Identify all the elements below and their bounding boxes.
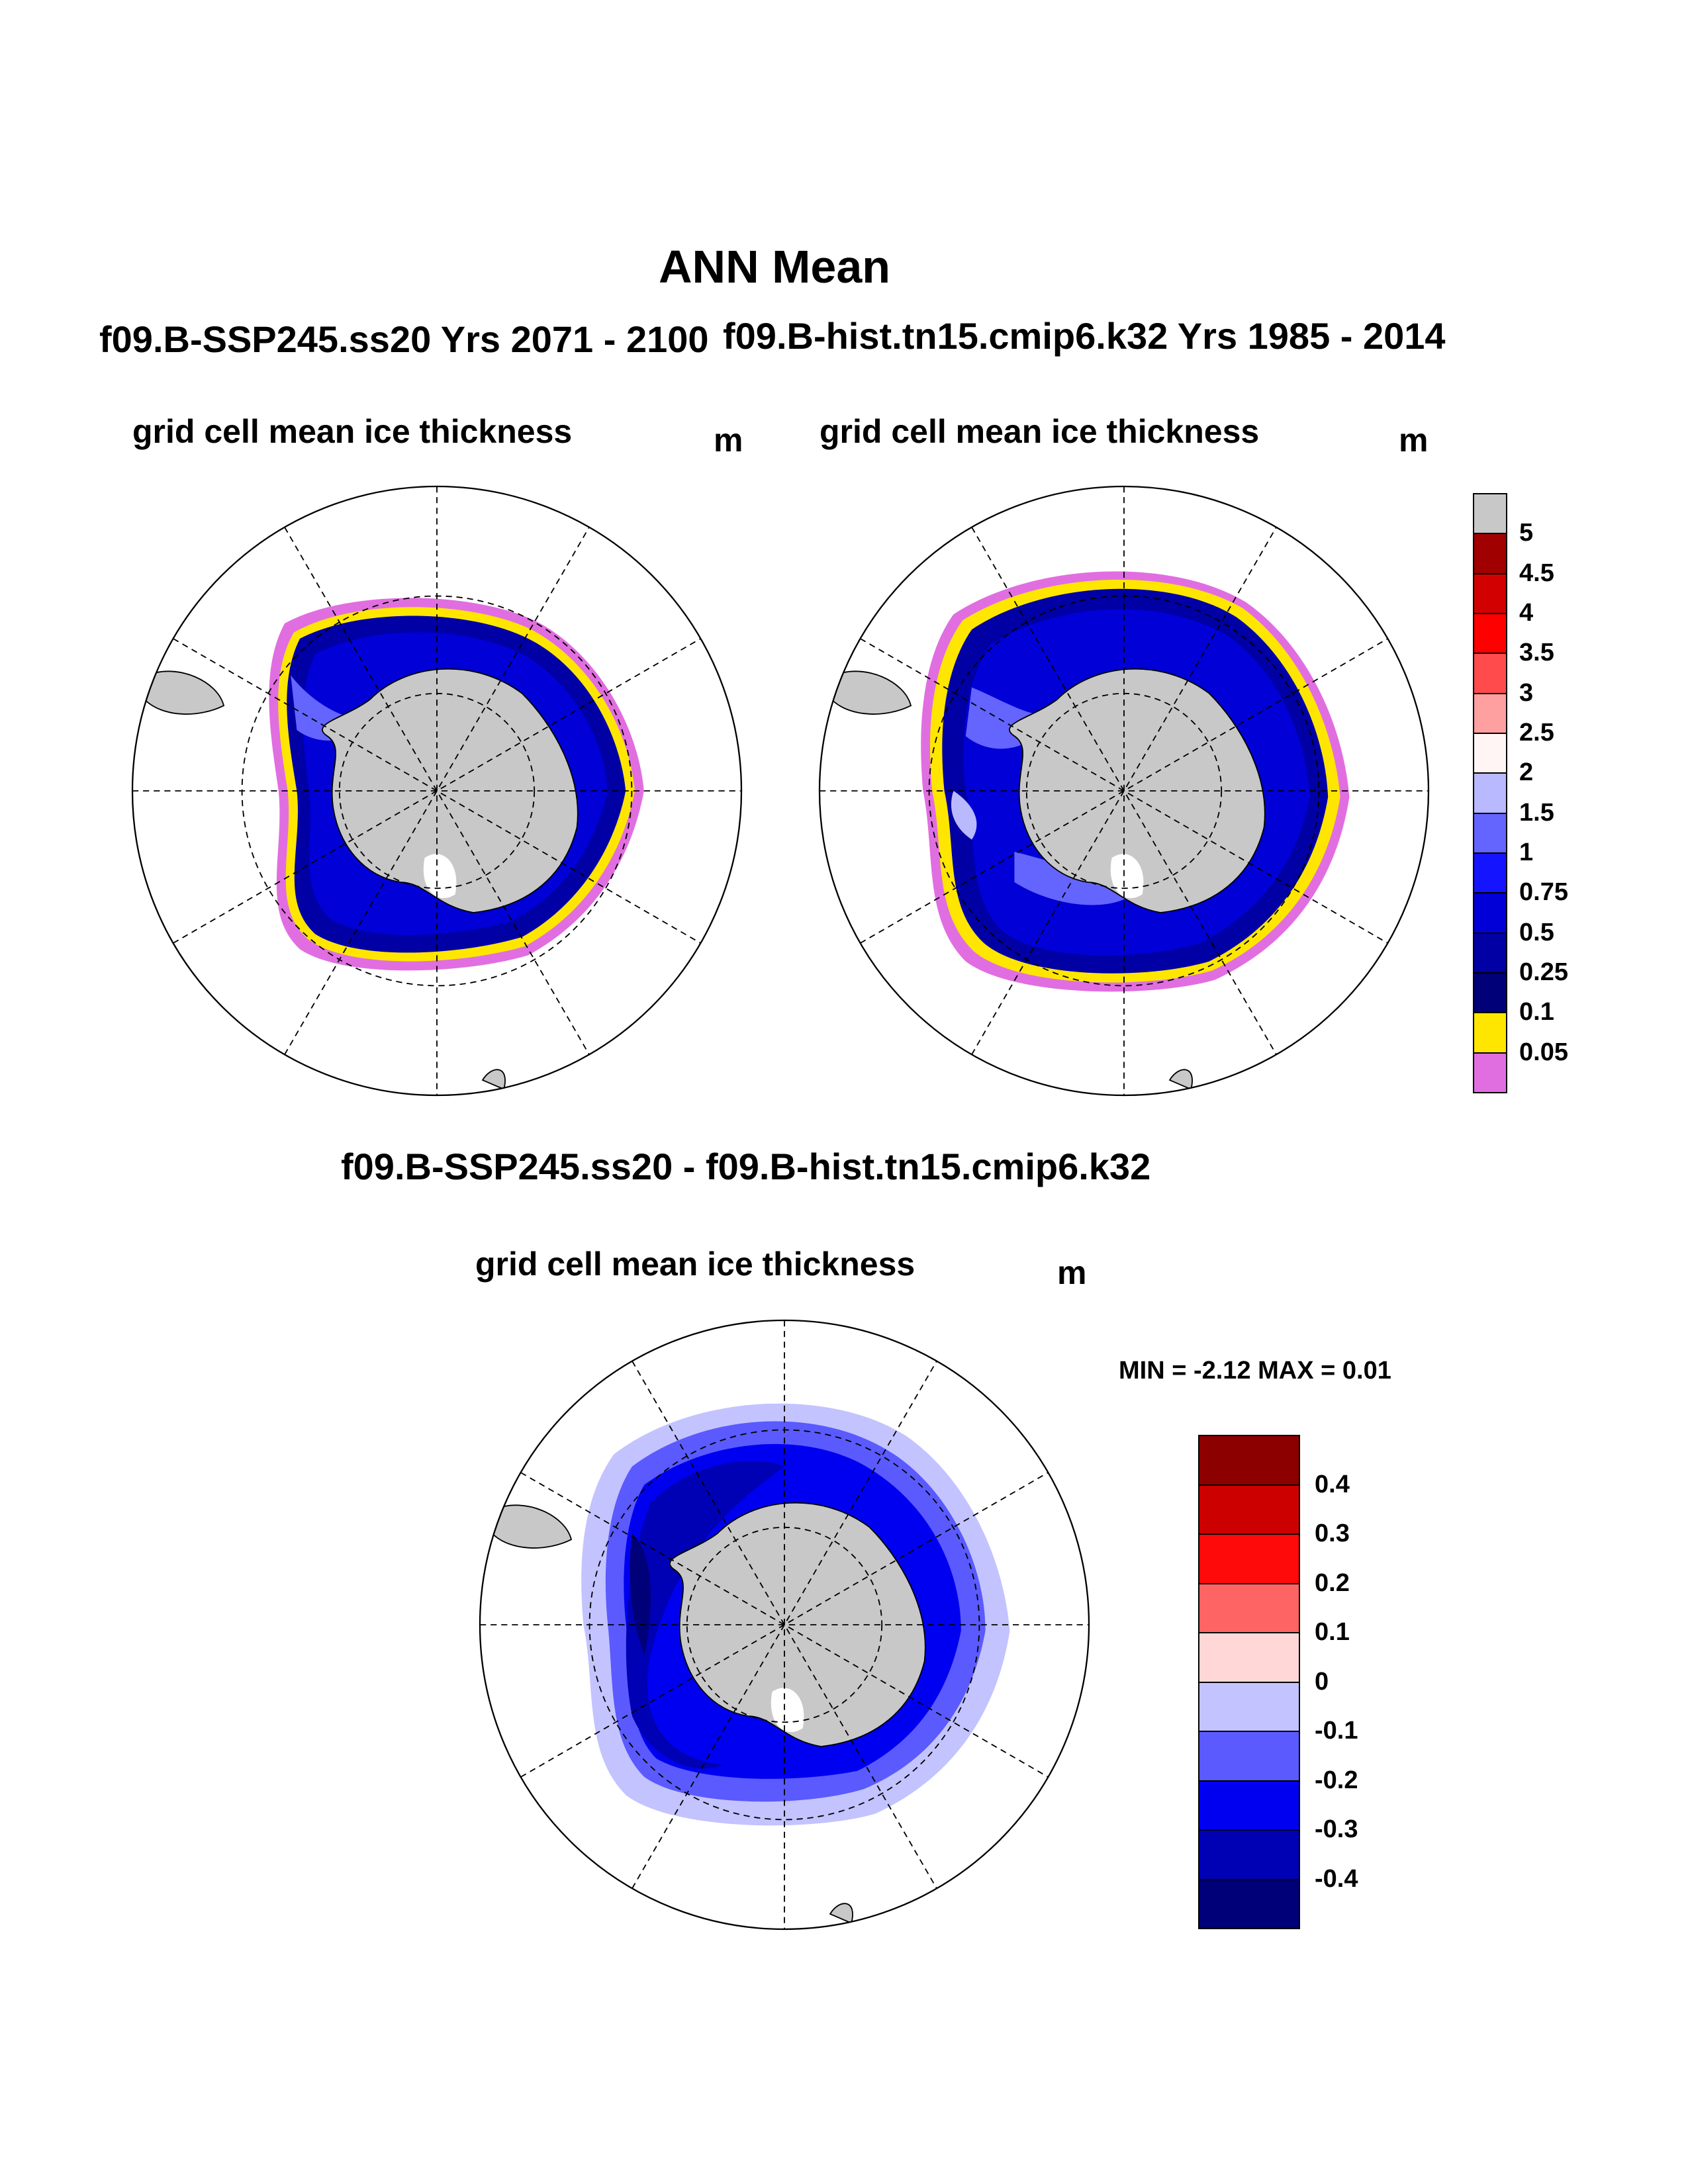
south-america-tip bbox=[144, 670, 225, 715]
thickness-legend-label-0: 5 bbox=[1519, 519, 1534, 547]
thickness-legend-label-3: 3.5 bbox=[1519, 639, 1554, 667]
difference-legend-box-3 bbox=[1198, 1582, 1300, 1633]
figure-title: ANN Mean bbox=[658, 241, 891, 293]
panel-right-case-title: f09.B-hist.tn15.cmip6.k32 Yrs 1985 - 201… bbox=[723, 315, 1446, 357]
thickness-legend-label-8: 1 bbox=[1519, 839, 1534, 866]
antarctica-landmass bbox=[1009, 668, 1266, 913]
antarctica-landmass bbox=[669, 1502, 926, 1747]
map-boundary bbox=[131, 485, 743, 1097]
difference-variable: grid cell mean ice thickness bbox=[475, 1246, 915, 1283]
thickness-legend-label-12: 0.1 bbox=[1519, 998, 1554, 1026]
panel-left-variable: grid cell mean ice thickness bbox=[132, 413, 573, 450]
south-america-tip bbox=[491, 1504, 573, 1549]
graticule bbox=[480, 1320, 1089, 1929]
difference-legend-box-9 bbox=[1198, 1878, 1300, 1929]
south-america-tip bbox=[831, 670, 912, 715]
thickness-legend-box-2 bbox=[1473, 572, 1507, 614]
legend-difference: 0.4 0.3 0.2 0.1 0 -0.1 -0.2 -0.3 -0.4 bbox=[1198, 1435, 1358, 1929]
thickness-legend-box-1 bbox=[1473, 533, 1507, 574]
thickness-legend-box-11 bbox=[1473, 932, 1507, 974]
thickness-legend-box-4 bbox=[1473, 653, 1507, 694]
thickness-legend-box-7 bbox=[1473, 772, 1507, 814]
difference-legend-box-7 bbox=[1198, 1780, 1300, 1831]
difference-legend-label-0: 0.4 bbox=[1315, 1470, 1350, 1498]
difference-legend-label-2: 0.2 bbox=[1315, 1569, 1350, 1597]
difference-min-max: MIN = -2.12 MAX = 0.01 bbox=[1119, 1357, 1391, 1385]
map-historical-period bbox=[818, 485, 1430, 1097]
thickness-legend-label-2: 4 bbox=[1519, 599, 1534, 627]
thickness-legend-label-7: 1.5 bbox=[1519, 798, 1554, 827]
map-boundary bbox=[479, 1319, 1090, 1931]
map-difference bbox=[479, 1319, 1090, 1931]
thickness-legend-box-10 bbox=[1473, 892, 1507, 934]
thickness-legend-label-4: 3 bbox=[1519, 678, 1534, 707]
panel-right-variable: grid cell mean ice thickness bbox=[820, 413, 1260, 450]
difference-legend-label-1: 0.3 bbox=[1315, 1520, 1350, 1547]
difference-legend-box-5 bbox=[1198, 1681, 1300, 1732]
difference-legend-label-7: -0.3 bbox=[1315, 1815, 1358, 1843]
diff-zone-minus-0-4 bbox=[626, 1461, 784, 1769]
thickness-legend-box-5 bbox=[1473, 692, 1507, 734]
difference-legend-box-6 bbox=[1198, 1731, 1300, 1782]
thickness-legend-label-5: 2.5 bbox=[1519, 719, 1554, 747]
panel-left-case-title: f09.B-SSP245.ss20 Yrs 2071 - 2100 bbox=[99, 318, 709, 360]
graticule bbox=[820, 486, 1429, 1095]
thickness-legend-label-9: 0.75 bbox=[1519, 878, 1568, 907]
panel-right-units: m bbox=[1399, 422, 1429, 459]
difference-legend-label-8: -0.4 bbox=[1315, 1864, 1358, 1893]
ice-thickest-zone bbox=[951, 791, 977, 840]
difference-legend-label-4: 0 bbox=[1315, 1667, 1329, 1696]
difference-legend-box-1 bbox=[1198, 1484, 1300, 1535]
difference-units: m bbox=[1057, 1254, 1087, 1291]
difference-legend-box-8 bbox=[1198, 1829, 1300, 1880]
difference-legend-box-0 bbox=[1198, 1435, 1300, 1486]
difference-legend-label-5: -0.1 bbox=[1315, 1717, 1358, 1745]
map-future-period bbox=[131, 485, 743, 1097]
antarctica-landmass bbox=[322, 668, 579, 913]
thickness-legend-box-0 bbox=[1473, 493, 1507, 535]
map-boundary bbox=[818, 485, 1430, 1097]
thickness-legend-box-3 bbox=[1473, 613, 1507, 655]
thickness-legend-box-14 bbox=[1473, 1052, 1507, 1093]
thickness-legend-box-12 bbox=[1473, 972, 1507, 1014]
difference-legend-label-6: -0.2 bbox=[1315, 1766, 1358, 1794]
thickness-legend-label-11: 0.25 bbox=[1519, 958, 1568, 986]
difference-title: f09.B-SSP245.ss20 - f09.B-hist.tn15.cmip… bbox=[341, 1146, 1151, 1187]
difference-legend-label-3: 0.1 bbox=[1315, 1618, 1350, 1646]
thickness-legend-label-13: 0.05 bbox=[1519, 1038, 1568, 1066]
panel-left-units: m bbox=[714, 422, 743, 459]
thickness-legend-box-13 bbox=[1473, 1012, 1507, 1054]
thickness-legend-box-9 bbox=[1473, 852, 1507, 894]
thickness-legend-label-10: 0.5 bbox=[1519, 918, 1554, 946]
thickness-legend-box-8 bbox=[1473, 812, 1507, 854]
legend-ice-thickness: 5 4.5 4 3.5 3 2.5 2 1.5 1 0.75 0.5 0.25 0.1 0.05 bbox=[1473, 493, 1638, 1093]
thickness-legend-label-1: 4.5 bbox=[1519, 559, 1554, 587]
difference-legend-box-4 bbox=[1198, 1632, 1300, 1683]
thickness-legend-label-6: 2 bbox=[1519, 758, 1534, 787]
difference-legend-box-2 bbox=[1198, 1533, 1300, 1584]
thickness-legend-box-6 bbox=[1473, 733, 1507, 774]
